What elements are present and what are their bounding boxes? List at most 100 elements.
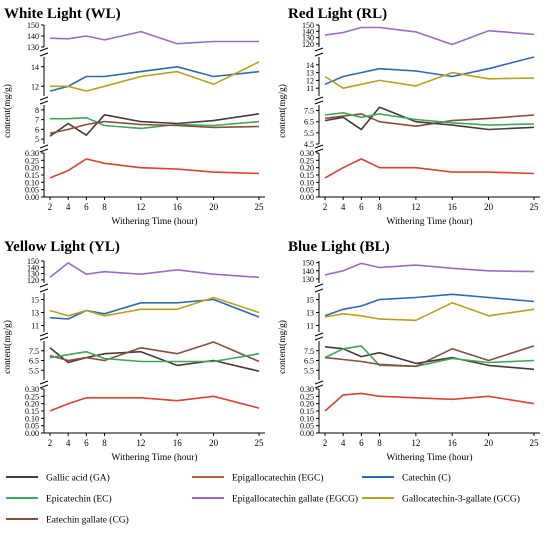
x-tick-label: 12 xyxy=(136,202,145,212)
axis-break-mark xyxy=(314,148,324,153)
y-tick-label: 5.5 xyxy=(29,366,39,375)
y-tick-label: 6 xyxy=(35,125,39,134)
y-axis-label: content(mg/g) xyxy=(2,320,13,374)
x-tick-label: 6 xyxy=(359,438,364,448)
y-tick-label: 0.10 xyxy=(25,414,39,423)
y-tick-label: 6.5 xyxy=(304,118,314,127)
y-tick-label: 0.10 xyxy=(300,414,314,423)
y-axis-label: content(mg/g) xyxy=(277,320,288,374)
series-line-C xyxy=(49,66,260,92)
y-tick-label: 140 xyxy=(302,27,314,36)
y-tick-label: 0.05 xyxy=(25,186,39,195)
axis-break-mark xyxy=(314,384,324,389)
panel-title: White Light (WL) xyxy=(4,6,121,22)
y-tick-label: 14 xyxy=(306,61,314,70)
series-line-GCG xyxy=(324,302,535,322)
axis-break-mark xyxy=(314,336,324,341)
axis-break-mark xyxy=(39,288,49,293)
y-tick-label: 7.5 xyxy=(29,347,39,356)
x-tick-label: 4 xyxy=(66,202,71,212)
legend-label-CG: Eatechin gallate (CG) xyxy=(46,515,129,526)
x-tick-label: 8 xyxy=(377,202,382,212)
chart-panel-0: White Light (WL)130140150121456780.000.0… xyxy=(2,6,265,227)
x-tick-label: 4 xyxy=(341,438,346,448)
y-tick-label: 0.15 xyxy=(25,407,39,416)
x-tick-label: 12 xyxy=(136,438,145,448)
panel-title: Red Light (RL) xyxy=(288,6,387,22)
axis-break-mark xyxy=(39,52,49,57)
axis-break-mark xyxy=(39,96,49,101)
y-tick-label: 130 xyxy=(302,34,314,43)
x-axis-label: Withering Time (hour) xyxy=(386,216,472,227)
y-tick-label: 6.5 xyxy=(29,357,39,366)
y-tick-label: 6.5 xyxy=(304,357,314,366)
y-tick-label: 0.15 xyxy=(300,407,314,416)
x-tick-label: 25 xyxy=(530,202,540,212)
axis-break-mark xyxy=(314,332,324,337)
axis-break-mark xyxy=(39,283,49,288)
y-tick-label: 0.25 xyxy=(300,156,314,165)
y-tick-label: 13 xyxy=(306,69,314,78)
x-tick-label: 25 xyxy=(255,202,265,212)
y-tick-label: 0.30 xyxy=(300,149,314,158)
series-line-EGC xyxy=(324,392,535,412)
series-line-GA xyxy=(324,346,535,371)
x-axis-label: Withering Time (hour) xyxy=(386,452,472,463)
y-tick-label: 7 xyxy=(35,116,39,125)
axis-break-mark xyxy=(314,283,324,288)
axis-break-mark xyxy=(39,144,49,149)
x-tick-label: 6 xyxy=(84,202,89,212)
series-line-EGCG xyxy=(49,30,259,45)
y-tick-label: 7.5 xyxy=(304,347,314,356)
series-line-EGC xyxy=(49,395,260,412)
y-tick-label: 12 xyxy=(31,82,39,91)
legend-label-GCG: Gallocatechin-3-gallate (GCG) xyxy=(402,494,520,505)
chart-panel-1: Red Light (RL)120130140150111213144.55.5… xyxy=(277,6,540,227)
x-tick-label: 8 xyxy=(377,438,382,448)
y-tick-label: 12 xyxy=(306,76,314,85)
legend-label-EGC: Epigallocatechin (EGC) xyxy=(232,473,324,484)
y-tick-label: 0.10 xyxy=(300,178,314,187)
axis-break-mark xyxy=(314,100,324,105)
axis-break-mark xyxy=(314,96,324,101)
y-tick-label: 130 xyxy=(302,275,314,284)
y-tick-label: 0.00 xyxy=(25,429,39,438)
axis-break-mark xyxy=(39,148,49,153)
series-line-CG xyxy=(49,341,260,363)
y-tick-label: 0.10 xyxy=(25,178,39,187)
x-tick-label: 16 xyxy=(448,438,458,448)
y-tick-label: 140 xyxy=(302,267,314,276)
x-tick-label: 2 xyxy=(323,202,328,212)
series-line-EGCG xyxy=(324,262,535,276)
x-tick-label: 16 xyxy=(173,202,183,212)
series-line-EGCG xyxy=(49,262,260,279)
x-tick-label: 2 xyxy=(48,438,53,448)
y-tick-label: 0.15 xyxy=(300,171,314,180)
series-line-GA xyxy=(324,106,535,131)
y-tick-label: 0.00 xyxy=(25,193,39,202)
y-tick-label: 11 xyxy=(306,84,314,93)
x-tick-label: 25 xyxy=(530,438,540,448)
y-tick-label: 0.30 xyxy=(25,385,39,394)
y-tick-label: 11 xyxy=(31,322,39,331)
axis-break-mark xyxy=(39,380,49,385)
y-tick-label: 0.20 xyxy=(300,400,314,409)
axis-break-mark xyxy=(39,47,49,52)
series-line-GCG xyxy=(50,61,260,92)
y-tick-label: 0.15 xyxy=(25,171,39,180)
series-line-C xyxy=(324,56,535,86)
legend-label-GA: Gallic acid (GA) xyxy=(46,473,110,484)
y-tick-label: 0.20 xyxy=(25,400,39,409)
y-tick-label: 5.5 xyxy=(304,129,314,138)
x-tick-label: 16 xyxy=(173,438,183,448)
y-tick-label: 140 xyxy=(27,32,39,41)
axis-break-mark xyxy=(314,288,324,293)
y-tick-label: 13 xyxy=(306,309,314,318)
axis-break-mark xyxy=(39,332,49,337)
y-tick-label: 5.5 xyxy=(304,366,314,375)
x-tick-label: 8 xyxy=(102,438,107,448)
series-line-EGCG xyxy=(324,26,535,46)
